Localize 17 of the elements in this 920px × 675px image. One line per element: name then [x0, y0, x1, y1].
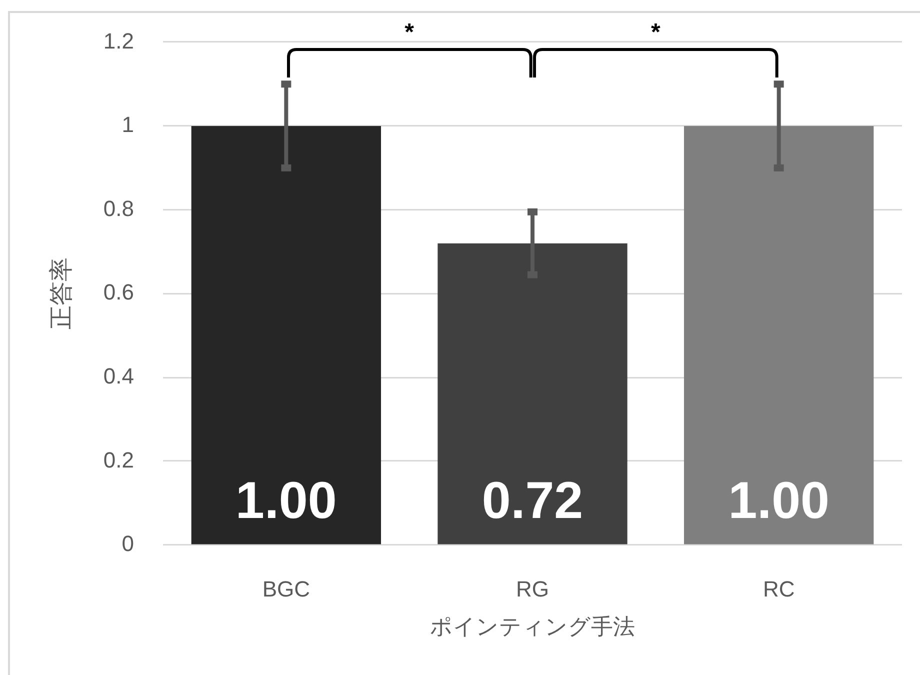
x-axis-title: ポインティング手法 [430, 614, 635, 639]
y-tick-label: 0 [122, 531, 134, 556]
data-label: 0.72 [482, 472, 584, 530]
y-tick-label: 0.6 [103, 280, 134, 305]
annotation: * [650, 18, 661, 46]
data-label: 1.00 [236, 472, 337, 530]
y-tick-label: 1 [122, 112, 134, 138]
y-tick-label: 0.2 [103, 447, 134, 472]
y-tick-label: 1.2 [103, 28, 134, 54]
annotation: * [404, 18, 415, 46]
x-tick-label: RC [762, 576, 795, 602]
y-axis-title: 正答率 [48, 258, 76, 330]
y-tick-label: 0.4 [103, 363, 134, 388]
x-tick-label: BGC [262, 576, 310, 602]
data-label: 1.00 [728, 472, 830, 530]
y-tick-label: 0.8 [103, 196, 134, 221]
x-tick-label: RG [516, 576, 549, 602]
